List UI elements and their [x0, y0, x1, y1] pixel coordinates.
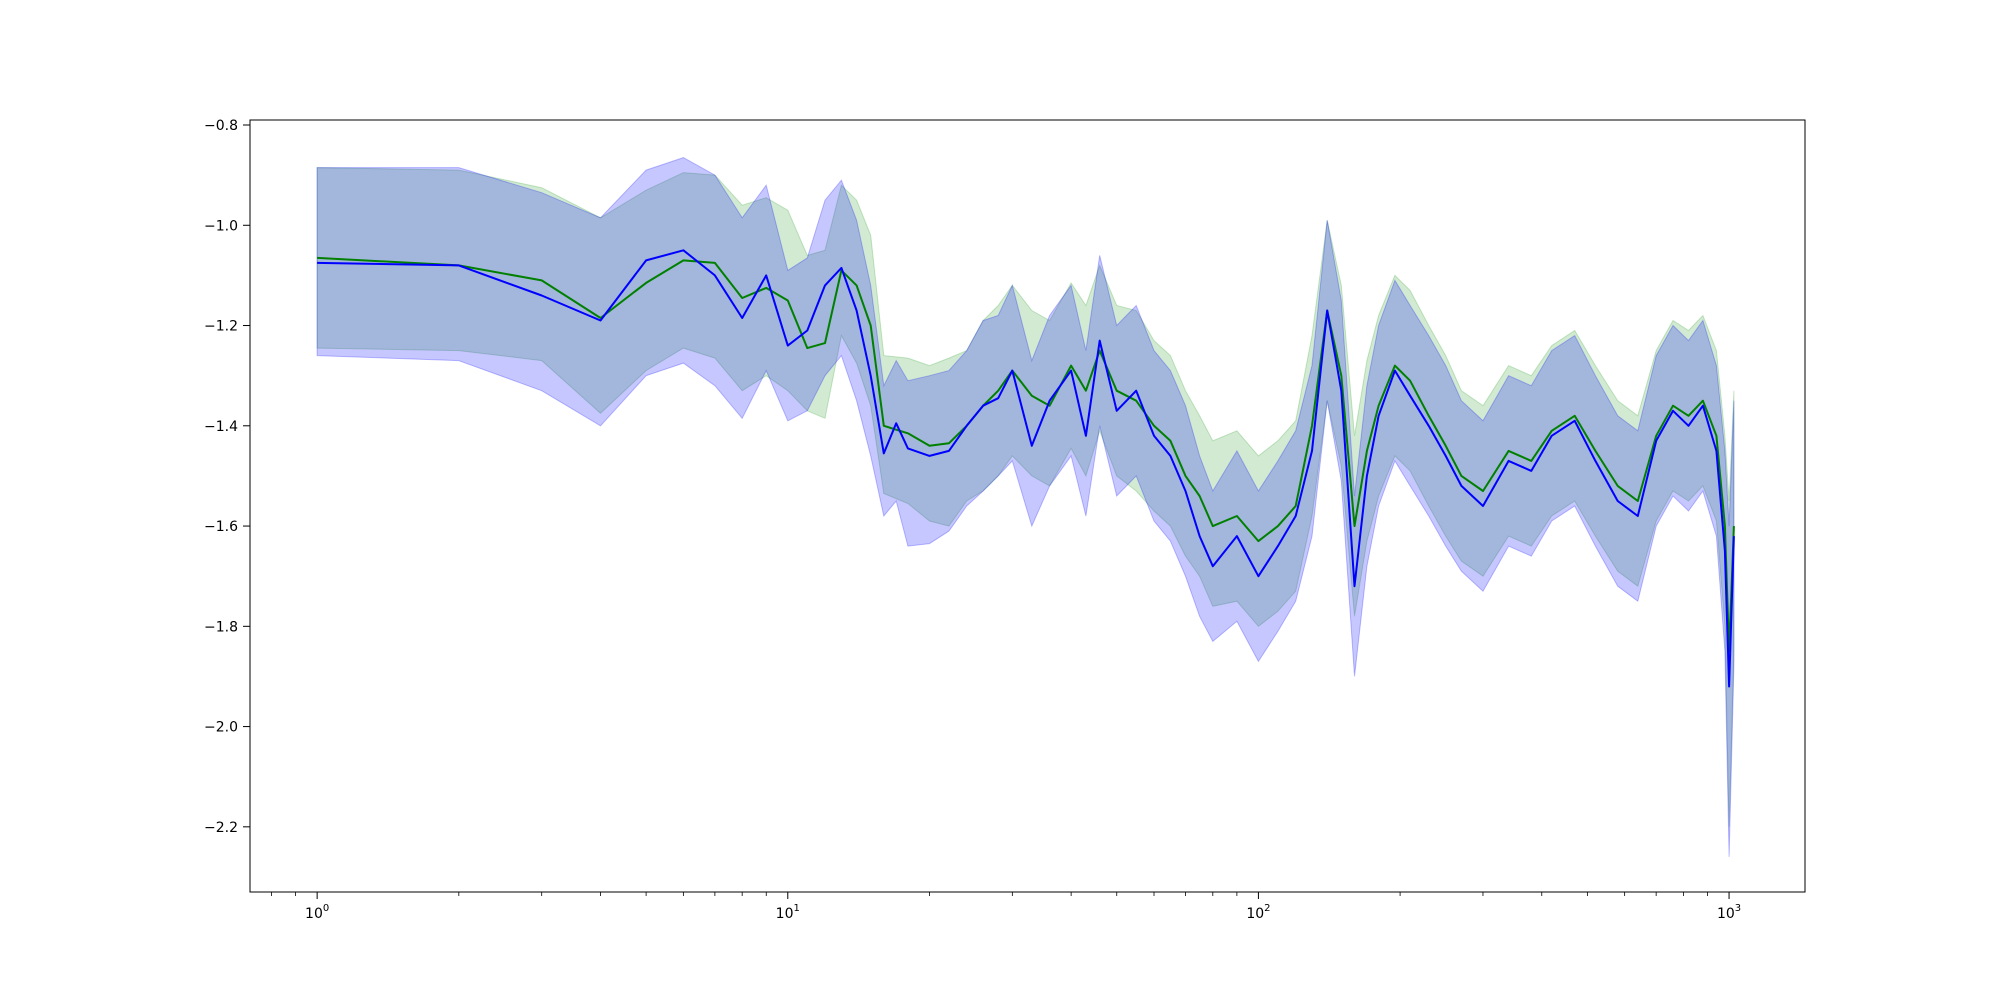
y-tick-label: −1.6 [204, 519, 238, 535]
series-lines [317, 249, 1735, 688]
y-tick-label: −1.0 [204, 218, 238, 234]
line-series-1 [317, 256, 1735, 653]
x-tick-label: 102 [1246, 903, 1270, 922]
x-axis-ticks: 100 101 102 103 [271, 892, 1741, 922]
y-tick-label: −2.0 [204, 720, 238, 736]
y-tick-label: −1.4 [204, 419, 238, 435]
x-tick-label: 103 [1717, 903, 1741, 922]
confidence-bands [316, 157, 1735, 857]
line-series-2 [317, 249, 1735, 688]
x-tick-label: 100 [305, 903, 329, 922]
y-tick-label: −1.2 [204, 319, 238, 335]
band-series-2 [316, 157, 1735, 857]
plot-frame [249, 119, 1806, 893]
y-tick-label: −1.8 [204, 619, 238, 635]
y-tick-label: −2.2 [204, 820, 238, 836]
band-series-1 [316, 167, 1735, 827]
x-tick-label: 101 [776, 903, 800, 922]
y-axis-ticks: −0.8 −1.0 −1.2 −1.4 −1.6 −1.8 −2.0 −2.2 [204, 118, 250, 836]
y-tick-label: −0.8 [204, 118, 238, 134]
